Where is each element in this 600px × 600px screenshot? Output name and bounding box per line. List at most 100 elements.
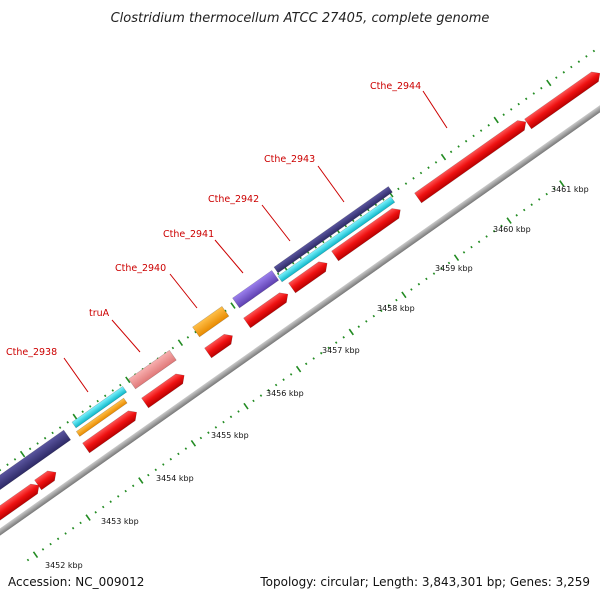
scale-tick-minor <box>56 537 60 541</box>
outer-tick-minor <box>88 405 92 408</box>
outer-tick-minor <box>397 187 400 191</box>
scale-tick-major <box>559 180 565 187</box>
scale-tick-minor <box>319 351 323 355</box>
scale-tick-minor <box>365 320 368 323</box>
outer-tick-minor <box>0 468 2 472</box>
scale-tick-minor <box>545 192 548 196</box>
scale-tick-minor <box>184 447 188 450</box>
scale-tick-minor <box>267 389 270 392</box>
outer-tick-minor <box>224 309 227 313</box>
genome-summary-text: Topology: circular; Length: 3,843,301 bp… <box>259 575 590 589</box>
scale-tick-minor <box>522 208 526 212</box>
scale-tick-major <box>295 365 302 373</box>
gene-label-cthe-2943: Cthe_2943 <box>264 154 315 165</box>
outer-tick-minor <box>6 463 9 466</box>
outer-tick-minor <box>449 150 453 154</box>
scale-labels: 3452 kbp 3453 kbp 3454 kbp 3455 kbp 3456… <box>45 185 589 570</box>
scale-tick-minor <box>417 282 421 286</box>
outer-tick-major <box>72 413 78 421</box>
scale-label-3461: 3461 kbp <box>551 185 589 194</box>
scale-tick-minor <box>169 457 173 461</box>
scale-tick-minor <box>71 526 75 530</box>
scale-tick-major <box>348 328 354 336</box>
scale-tick-minor <box>410 288 413 291</box>
outer-tick-minor <box>103 394 107 398</box>
gene-label-cthe-2944: Cthe_2944 <box>370 81 421 92</box>
outer-tick-minor <box>434 161 438 164</box>
outer-tick-minor <box>58 426 62 429</box>
outer-tick-minor <box>487 124 490 127</box>
outer-tick-minor <box>540 86 543 90</box>
cds-feature <box>141 373 185 409</box>
scale-tick-minor <box>530 203 533 206</box>
scale-tick-minor <box>64 532 67 535</box>
outer-tick-minor <box>13 458 17 461</box>
rrna-feature <box>128 349 177 390</box>
scale-tick-minor <box>162 463 165 466</box>
scale-tick-minor <box>380 309 383 313</box>
scale-label-3456: 3456 kbp <box>266 389 304 398</box>
scale-tick-minor <box>222 420 225 424</box>
cds-feature <box>414 120 527 204</box>
trna-feature <box>75 397 128 437</box>
cog-feature-navy <box>273 186 393 274</box>
scale-label-3459: 3459 kbp <box>435 264 473 273</box>
outer-tick-minor <box>51 431 54 435</box>
outer-tick-minor <box>517 102 520 106</box>
outer-tick-minor <box>577 60 581 63</box>
outer-tick-minor <box>81 410 84 413</box>
scale-tick-minor <box>440 267 443 270</box>
scale-tick-minor <box>552 187 556 191</box>
scale-tick-minor <box>147 473 150 477</box>
outer-tick-minor <box>66 421 69 424</box>
map-title: Clostridium thermocellum ATCC 27405, com… <box>111 11 490 26</box>
scale-tick-minor <box>154 468 158 472</box>
scale-tick-minor <box>214 426 218 429</box>
scale-label-3455: 3455 kbp <box>211 431 249 440</box>
scale-tick-minor <box>492 229 496 233</box>
outer-tick-minor <box>412 177 415 180</box>
scale-tick-minor <box>199 436 203 440</box>
outer-tick-minor <box>43 436 47 440</box>
outer-tick-minor <box>562 71 566 74</box>
outer-tick-minor <box>404 182 408 185</box>
scale-tick-track-inner <box>26 180 565 562</box>
outer-tick-minor <box>592 49 596 53</box>
outer-tick-minor <box>194 330 197 334</box>
outer-tick-major <box>493 116 499 124</box>
scale-tick-minor <box>342 336 345 339</box>
outer-tick-major <box>177 339 184 347</box>
scale-label-3460: 3460 kbp <box>493 225 531 234</box>
scale-tick-major <box>85 514 91 521</box>
cds-feature <box>243 292 289 329</box>
scale-tick-minor <box>327 346 330 350</box>
scale-tick-minor <box>101 505 105 509</box>
scale-tick-minor <box>207 431 210 434</box>
cds-feature <box>524 71 600 130</box>
gene-label-cthe-2938: Cthe_2938 <box>6 347 57 358</box>
cog-feature-cyan <box>277 196 396 283</box>
scale-tick-minor <box>432 272 436 275</box>
outer-tick-major <box>19 450 26 458</box>
outer-tick-minor <box>276 272 280 276</box>
scale-tick-minor <box>425 277 428 281</box>
scale-tick-minor <box>237 410 240 413</box>
cds-feature <box>288 261 328 294</box>
cds-feature <box>331 208 401 262</box>
scale-label-3457: 3457 kbp <box>322 346 360 355</box>
scale-tick-minor <box>447 261 451 265</box>
scale-tick-minor <box>116 495 120 498</box>
scale-tick-minor <box>334 341 338 344</box>
scale-label-3458: 3458 kbp <box>377 304 415 313</box>
outer-tick-minor <box>119 383 122 387</box>
cds-feature <box>204 333 233 359</box>
outer-tick-minor <box>472 134 475 138</box>
scale-tick-minor <box>537 198 541 201</box>
outer-tick-major <box>230 302 236 309</box>
outer-tick-minor <box>479 129 483 132</box>
scale-tick-minor <box>282 378 285 381</box>
accession-text: Accession: NC_009012 <box>8 575 144 589</box>
scale-tick-major <box>506 217 512 224</box>
scale-tick-minor <box>289 373 293 376</box>
scale-tick-minor <box>462 251 466 254</box>
